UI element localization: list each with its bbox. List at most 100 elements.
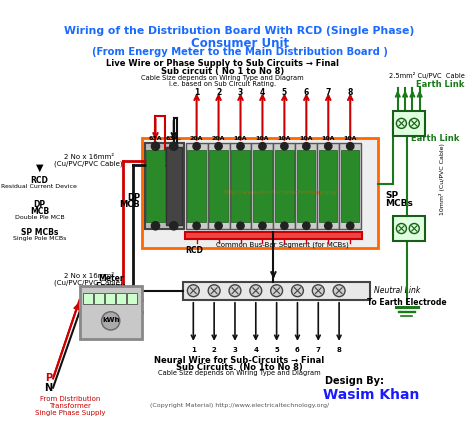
Text: MCB: MCB: [119, 200, 140, 209]
Bar: [105, 293, 115, 304]
Text: 20A: 20A: [212, 136, 225, 141]
Text: Neutral Link: Neutral Link: [374, 286, 420, 295]
Text: (Cu/PVC/PVC Cable): (Cu/PVC/PVC Cable): [55, 280, 123, 286]
Text: 5: 5: [274, 347, 279, 354]
Text: 3: 3: [238, 88, 243, 97]
Circle shape: [346, 222, 354, 229]
Text: 10A: 10A: [255, 136, 269, 141]
Circle shape: [229, 285, 241, 297]
Circle shape: [215, 143, 222, 150]
Text: Cable Size depends on Wiring Type and Diagram: Cable Size depends on Wiring Type and Di…: [158, 370, 321, 376]
Bar: [393, 216, 425, 241]
Text: (Cu/PVC/PVC Cable): (Cu/PVC/PVC Cable): [55, 161, 123, 167]
Bar: [273, 143, 295, 229]
Bar: [229, 143, 252, 229]
Circle shape: [271, 285, 283, 297]
Text: 7: 7: [316, 347, 321, 354]
Circle shape: [215, 222, 222, 229]
Text: DP: DP: [33, 200, 46, 209]
Text: Transformer: Transformer: [49, 403, 91, 409]
Circle shape: [409, 224, 419, 234]
Text: 10A: 10A: [300, 136, 313, 141]
Text: Single Pole MCBs: Single Pole MCBs: [13, 236, 66, 241]
Text: http://www.electricaltechnology.org/: http://www.electricaltechnology.org/: [224, 190, 337, 195]
Text: Cable Size depends on Wiring Type and Diagram: Cable Size depends on Wiring Type and Di…: [141, 75, 303, 81]
Circle shape: [237, 222, 244, 229]
Bar: [146, 143, 184, 229]
Text: 2.5mm² Cu/PVC  Cable: 2.5mm² Cu/PVC Cable: [389, 72, 465, 79]
Text: Consumer Unit: Consumer Unit: [191, 37, 289, 50]
Bar: [94, 293, 104, 304]
Text: 2: 2: [216, 88, 221, 97]
Circle shape: [193, 143, 201, 150]
Text: kWh: kWh: [102, 317, 119, 323]
Circle shape: [325, 143, 332, 150]
Bar: [165, 147, 182, 225]
Text: SP: SP: [385, 191, 398, 200]
Bar: [210, 150, 228, 222]
Bar: [83, 293, 93, 304]
Circle shape: [303, 222, 310, 229]
Bar: [142, 138, 378, 248]
Circle shape: [409, 118, 419, 128]
Text: 3: 3: [233, 347, 237, 354]
Text: MCB: MCB: [30, 207, 49, 215]
Bar: [275, 150, 293, 222]
Text: 7: 7: [326, 88, 331, 97]
Circle shape: [396, 118, 407, 128]
Text: Residual Current Device: Residual Current Device: [1, 184, 77, 189]
Circle shape: [208, 285, 220, 297]
Text: 10A: 10A: [344, 136, 357, 141]
Text: 63A.: 63A.: [166, 136, 182, 141]
Text: 1: 1: [191, 347, 196, 354]
Circle shape: [396, 224, 407, 234]
Text: Sub circuit ( No 1 to No 8): Sub circuit ( No 1 to No 8): [161, 67, 284, 76]
Bar: [80, 286, 142, 339]
Text: Meter: Meter: [98, 274, 124, 283]
Text: Single Phase Supply: Single Phase Supply: [35, 410, 106, 417]
Text: MCBs: MCBs: [385, 199, 413, 208]
Circle shape: [281, 143, 288, 150]
Bar: [393, 110, 425, 136]
Text: 2 No x 16mm²: 2 No x 16mm²: [64, 155, 114, 160]
Bar: [146, 150, 164, 222]
Text: 2: 2: [212, 347, 217, 354]
Text: Wasim Khan: Wasim Khan: [323, 388, 419, 401]
Text: (From Energy Meter to the Main Distribution Board ): (From Energy Meter to the Main Distribut…: [91, 46, 388, 57]
Text: 5: 5: [282, 88, 287, 97]
Bar: [188, 150, 206, 222]
Bar: [116, 293, 126, 304]
Text: 8: 8: [337, 347, 342, 354]
Text: SP MCBs: SP MCBs: [21, 228, 58, 236]
Text: DP: DP: [127, 193, 140, 202]
Circle shape: [281, 222, 288, 229]
Text: 1: 1: [194, 88, 199, 97]
Circle shape: [312, 285, 324, 297]
Bar: [208, 143, 229, 229]
Circle shape: [325, 222, 332, 229]
Circle shape: [237, 143, 244, 150]
Circle shape: [259, 143, 266, 150]
Bar: [339, 143, 361, 229]
Text: 8: 8: [347, 88, 353, 97]
Circle shape: [193, 222, 201, 229]
Text: 16A: 16A: [234, 136, 247, 141]
Text: RCD: RCD: [30, 177, 48, 186]
Bar: [186, 143, 208, 229]
Circle shape: [151, 222, 160, 230]
Bar: [252, 143, 273, 229]
Circle shape: [151, 142, 160, 150]
Text: Earth Link: Earth Link: [416, 80, 465, 89]
Text: Design By:: Design By:: [325, 376, 383, 386]
Text: To Earth Electrode: To Earth Electrode: [367, 298, 447, 307]
Bar: [185, 232, 362, 239]
Text: Energy: Energy: [96, 283, 126, 291]
Text: 4: 4: [260, 88, 265, 97]
Text: From Distribution: From Distribution: [40, 396, 100, 402]
Text: 2 No x 16mm²: 2 No x 16mm²: [64, 273, 114, 279]
Text: 10mm² (Cu/PVC Cable): 10mm² (Cu/PVC Cable): [438, 143, 445, 215]
Text: Double Ple MCB: Double Ple MCB: [15, 215, 64, 220]
Text: 6: 6: [295, 347, 300, 354]
Bar: [297, 150, 316, 222]
Bar: [319, 150, 337, 222]
